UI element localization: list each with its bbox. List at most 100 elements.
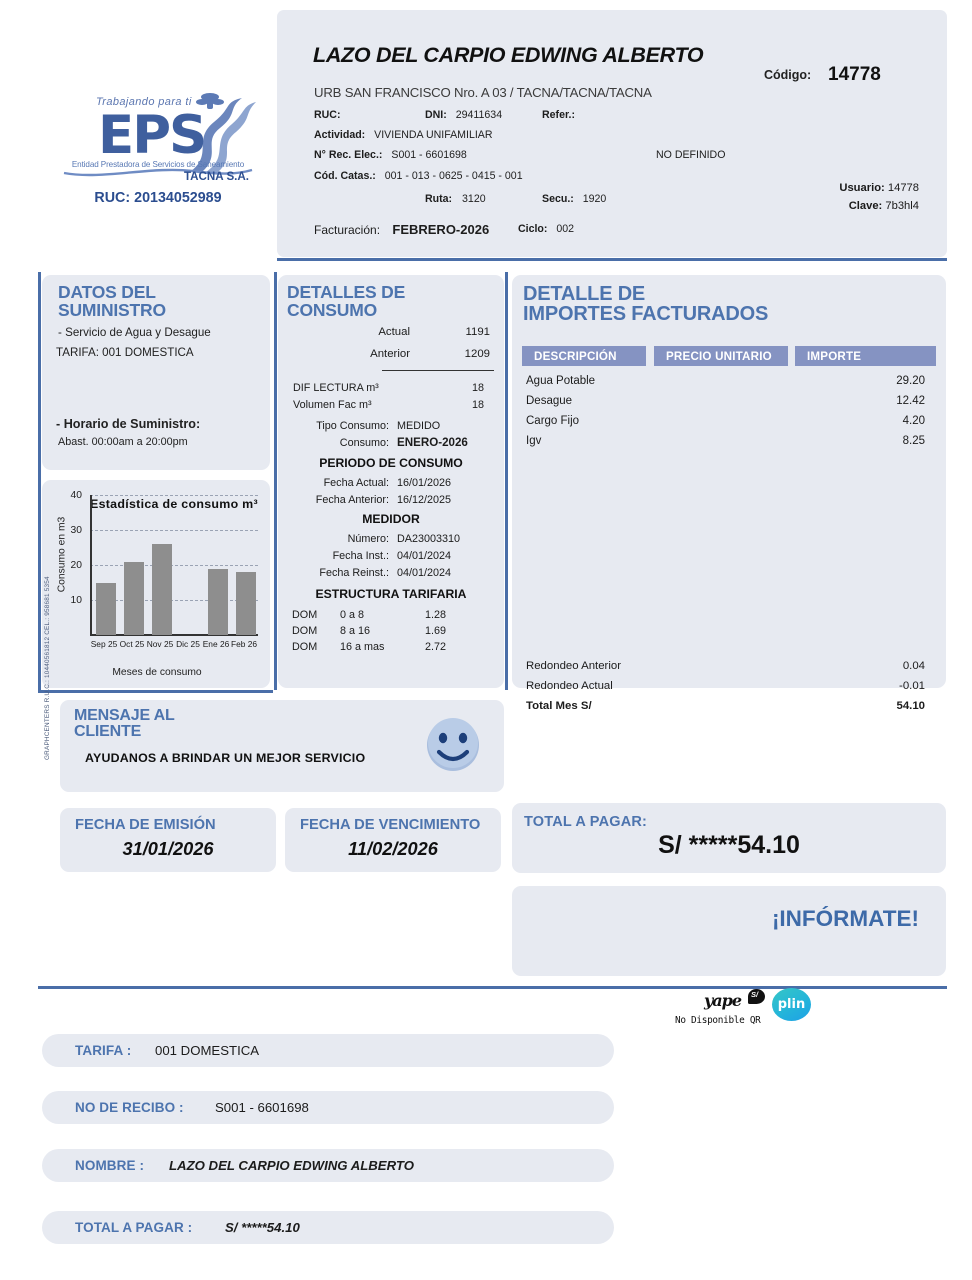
facturacion-label: Facturación: [314,223,381,237]
actividad-label: Actividad: [314,129,366,141]
importe-value-2: 4.20 [902,415,925,427]
left-column-rule [38,272,41,690]
dni-row: DNI: 29411634 [425,109,502,121]
codigo-value: 14778 [828,64,881,85]
clave-row: Clave: 7b3hl4 [849,200,919,212]
customer-header-panel: LAZO DEL CARPIO EDWING ALBERTO URB SAN F… [277,10,947,257]
consumption-bar-chart: Consumo en m3 Estadística de consumo m³ … [52,487,262,679]
reading-previous-value: 1209 [464,348,490,360]
refer-label: Refer.: [542,109,575,121]
codigo-label: Código: [764,68,812,82]
tariff-price-1: 1.69 [424,625,446,637]
consumo-period-label: Consumo: [339,437,389,449]
consumption-details-panel: DETALLES DE CONSUMO Actual 1191 Anterior… [278,275,504,688]
ruta-label: Ruta: [425,193,453,205]
redondeo-anterior-label: Redondeo Anterior [526,660,621,672]
customer-address: URB SAN FRANCISCO Nro. A 03 / TACNA/TACN… [314,85,652,100]
cod-catas-row: Cód. Catas.: 001 - 013 - 0625 - 0415 - 0… [314,170,523,182]
clave-label: Clave: [848,200,883,212]
plin-logo-text: plin [777,997,806,1012]
total-to-pay-value: S/ *****54.10 [658,831,800,859]
chart-title: Estadística de consumo m³ [90,497,258,511]
stub-nombre-label: NOMBRE : [75,1158,145,1173]
usuario-row: Usuario: 14778 [839,182,919,194]
supply-data-title-line1: DATOS DEL [58,282,156,302]
logo-acronym: EPS [98,105,207,166]
dni-label: DNI: [425,109,447,121]
volumen-fac-value: 18 [471,399,484,411]
chart-y-axis [90,495,92,635]
billed-amounts-panel: DETALLE DE IMPORTES FACTURADOS DESCRIPCI… [512,275,946,712]
fecha-actual-value: 16/01/2026 [397,477,452,489]
consumption-chart-panel: Consumo en m3 Estadística de consumo m³ … [42,480,270,688]
stub-tarifa-value: 001 DOMESTICA [155,1043,260,1058]
stub-row-nombre: NOMBRE : LAZO DEL CARPIO EDWING ALBERTO [42,1149,614,1182]
stub-recibo-label: NO DE RECIBO : [75,1100,184,1115]
cod-catas-value: 001 - 013 - 0625 - 0415 - 001 [384,170,523,182]
chart-ytick-30: 30 [70,525,82,536]
customer-name: LAZO DEL CARPIO EDWING ALBERTO [313,43,704,67]
supply-service: - Servicio de Agua y Desague [58,326,211,339]
ruta-row: Ruta: 3120 [425,193,486,205]
supply-schedule-label: - Horario de Suministro: [56,417,201,431]
reading-current-value: 1191 [465,326,491,338]
consumption-title-line1: DETALLES DE [287,282,406,302]
ruta-value: 3120 [462,193,486,205]
customer-message-text: AYUDANOS A BRINDAR UN MEJOR SERVICIO [85,751,366,765]
rec-elec-value: S001 - 6601698 [391,149,467,161]
ciclo-row: Ciclo: 002 [518,223,574,235]
chart-gridline-40 [90,495,258,496]
clave-value: 7b3hl4 [885,200,919,212]
ruc-row: RUC: [314,109,340,121]
ciclo-label: Ciclo: [518,223,548,235]
fecha-reinst-label: Fecha Reinst.: [319,567,389,579]
qr-unavailable-note: No Disponible QR [675,1015,761,1026]
importe-desc-1: Desague [526,395,573,407]
header-divider-rule [277,258,947,261]
issue-date-value: 31/01/2026 [122,839,214,859]
medidor-title: MEDIDOR [362,512,420,526]
tariff-range-1: 8 a 16 [340,625,371,637]
fecha-anterior-label: Fecha Anterior: [315,494,389,506]
column-header-precio-unitario: PRECIO UNITARIO [654,346,788,366]
message-title-line1: MENSAJE AL [74,707,175,724]
consumption-details-title: DETALLES DE CONSUMO [287,282,406,320]
printer-credit-text: GRAPHCENTERS R.U.C.: 10440561812 CEL.: 9… [44,576,51,760]
reading-separator [382,370,494,371]
logo-city: TACNA S.A. [183,170,249,183]
eps-logo: Trabajando para ti EPS Entidad Prestador… [52,93,264,226]
chart-xtick-1: Oct 25 [119,639,145,649]
estructura-tarifaria-title: ESTRUCTURA TARIFARIA [315,587,467,601]
fecha-inst-label: Fecha Inst.: [332,550,389,562]
supply-schedule-value: Abast. 00:00am a 20:00pm [58,436,188,448]
tariff-cat-2: DOM [292,641,318,653]
informate-panel: ¡INFÓRMATE! [512,886,946,976]
chart-x-axis-label: Meses de consumo [112,667,202,678]
redondeo-anterior-value: 0.04 [902,660,925,672]
medidor-numero-label: Número: [347,533,389,545]
issue-date-label: FECHA DE EMISIÓN [75,817,216,833]
chart-gridline-30 [90,530,258,531]
chart-xtick-4: Ene 26 [202,639,230,649]
no-definido: NO DEFINIDO [656,149,726,161]
chart-gridline-10 [90,600,258,601]
secu-label: Secu.: [542,193,574,205]
stub-row-recibo: NO DE RECIBO : S001 - 6601698 [42,1091,614,1124]
fecha-inst-value: 04/01/2024 [397,550,452,562]
volumen-fac-label: Volumen Fac m³ [293,399,372,411]
column-gap-spacer [505,690,508,988]
tariff-cat-0: DOM [292,609,318,621]
chart-bar-5 [236,572,256,635]
stub-row-total: TOTAL A PAGAR : S/ *****54.10 [42,1211,614,1244]
billed-title-line1: DETALLE DE [523,283,646,305]
facturacion-value: FEBRERO-2026 [392,222,490,237]
chart-bar-2 [152,544,172,635]
plin-logo: plin [772,988,811,1021]
importe-desc-3: Igv [526,435,542,447]
consumption-title-line2: CONSUMO [287,299,377,320]
total-to-pay-label: TOTAL A PAGAR: [524,814,648,830]
total-mes-value: 54.10 [896,700,925,712]
importe-desc-2: Cargo Fijo [526,415,580,427]
stub-tarifa-label: TARIFA : [75,1043,132,1058]
